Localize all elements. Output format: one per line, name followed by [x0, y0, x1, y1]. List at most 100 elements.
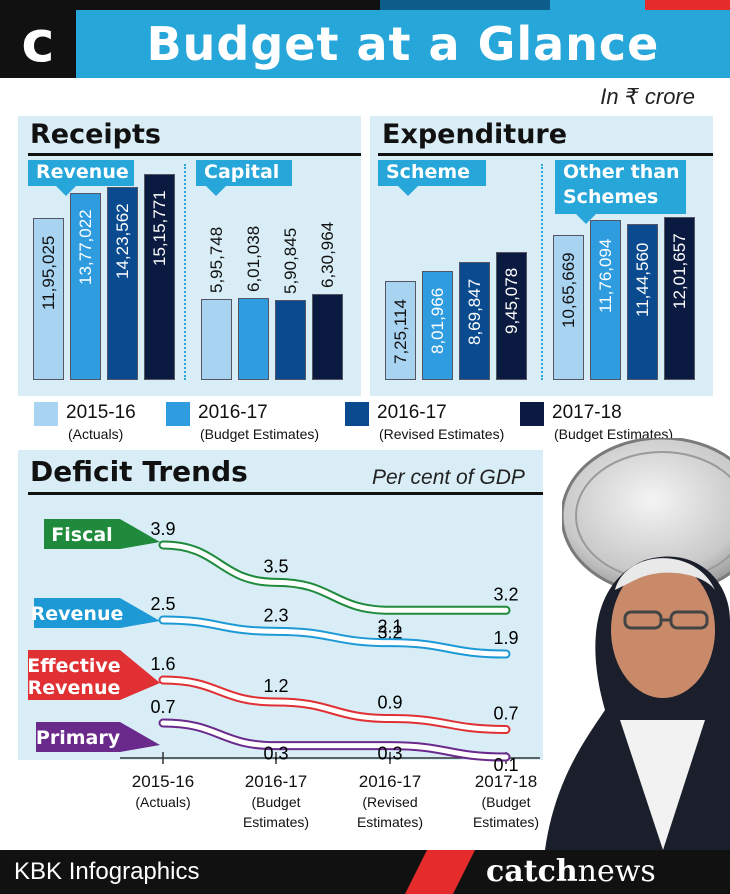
- deficit-x-sub: (Actuals): [135, 794, 191, 810]
- deficit-value-label: 0.3: [263, 744, 288, 764]
- deficit-x-sub: (Budget: [251, 794, 301, 810]
- bar-revenue-3: [144, 174, 175, 380]
- other-schemes-line-2: Schemes: [563, 186, 659, 208]
- bar-capital-1: [238, 298, 269, 380]
- legend-sub-2: (Revised Estimates): [379, 426, 505, 442]
- series-tag-1: [34, 598, 160, 628]
- deficit-value-label: 3.9: [150, 519, 175, 539]
- legend-year-1: 2016-17: [198, 402, 268, 423]
- top-color-strip: [0, 0, 730, 10]
- deficit-value-label: 0.9: [377, 693, 402, 713]
- bar-capital-3: [312, 294, 343, 380]
- deficit-x-year: 2016-17: [244, 772, 308, 791]
- logo-letter: c: [21, 10, 55, 75]
- deficit-line-2: [160, 677, 509, 732]
- finance-minister-photo: [545, 556, 730, 850]
- series-tag-2: [28, 650, 160, 700]
- deficit-value-label: 3.2: [493, 584, 518, 604]
- deficit-x-year: 2015-16: [131, 772, 195, 791]
- deficit-x-sub: (Budget: [481, 794, 531, 810]
- series-tag-label-3: Primary: [36, 727, 121, 749]
- deficit-line-3: [160, 720, 509, 760]
- receipts-underline: [28, 153, 361, 156]
- bar-revenue-2: [107, 186, 138, 380]
- deficit-line-chart: 3.9 3.5 3.2 3.2 Fiscal 2.5 2.3 2.1 1.9 Revenue 1.6…: [27, 519, 540, 775]
- bar-other-than-schemes-0: [553, 235, 584, 380]
- deficit-line-1: [160, 617, 509, 657]
- footer-brand: KBK Infographics: [14, 858, 200, 885]
- series-tag-label-1: Revenue: [31, 603, 124, 625]
- deficit-value-label: 1.6: [150, 654, 175, 674]
- scheme-tab-notch: [398, 186, 418, 196]
- series-tag-label-2: Revenue: [28, 677, 121, 699]
- capital-tab-notch: [206, 186, 226, 196]
- series-tag-3: [36, 722, 160, 752]
- bar-scheme-1: [422, 271, 453, 380]
- expenditure-title: Expenditure: [382, 119, 568, 150]
- legend-swatch-3: [520, 402, 544, 426]
- deficit-x-label-3: 2017-18 (Budget Estimates): [451, 772, 561, 832]
- series-tag-0: [44, 519, 160, 549]
- page-title: Budget at a Glance: [146, 17, 660, 71]
- deficit-x-sub: Estimates): [356, 814, 424, 830]
- deficit-value-label: 0.7: [150, 697, 175, 717]
- deficit-value-label: 0.1: [493, 755, 518, 775]
- bar-revenue-1: [70, 192, 101, 380]
- logo-bold: catch: [486, 854, 578, 889]
- legend-swatch-2: [345, 402, 369, 426]
- other-schemes-tab: Other than Schemes: [555, 160, 686, 214]
- legend-sub-0: (Actuals): [68, 426, 124, 442]
- catchnews-logo: catchnews: [486, 850, 656, 894]
- bar-scheme-2: [459, 261, 490, 380]
- bar-other-than-schemes-1: [590, 220, 621, 380]
- deficit-x-label-1: 2016-17 (Budget Estimates): [221, 772, 331, 832]
- legend-year-2: 2016-17: [377, 402, 447, 423]
- deficit-x-sub: Estimates): [242, 814, 310, 830]
- deficit-value-label: 1.9: [493, 628, 518, 648]
- revenue-tab-notch: [56, 186, 76, 196]
- other-schemes-line-1: Other than: [563, 161, 680, 183]
- scheme-tab: Scheme: [378, 160, 486, 186]
- deficit-x-label-0: 2015-16 (Actuals): [108, 772, 218, 812]
- expenditure-divider: [541, 164, 545, 380]
- deficit-x-sub: (Revised: [362, 794, 418, 810]
- deficit-value-label: 2.3: [263, 605, 288, 625]
- legend-swatch-1: [166, 402, 190, 426]
- bar-capital-2: [275, 299, 306, 380]
- capital-tab: Capital: [196, 160, 292, 186]
- deficit-line-outline-0: [158, 540, 511, 615]
- deficit-value-label: 2.5: [150, 594, 175, 614]
- deficit-line-0: [160, 542, 509, 613]
- logo-light: news: [577, 854, 656, 889]
- deficit-value-label: 3.5: [263, 556, 288, 576]
- bar-other-than-schemes-3: [664, 216, 695, 380]
- footer-red-stripe: [405, 850, 475, 894]
- header-banner: [0, 10, 730, 78]
- deficit-x-label-2: 2016-17 (Revised Estimates): [335, 772, 445, 832]
- legend-year-0: 2015-16: [66, 402, 136, 423]
- unit-label: In ₹ crore: [600, 84, 695, 109]
- deficit-value-label: 0.7: [493, 704, 518, 724]
- deficit-value-label: 0.3: [377, 744, 402, 764]
- legend-swatch-0: [34, 402, 58, 426]
- other-schemes-tab-notch: [576, 214, 596, 224]
- bar-scheme-3: [496, 251, 527, 380]
- catch-logo-icon: [0, 10, 76, 78]
- deficit-unit: Per cent of GDP: [372, 466, 525, 489]
- legend-year-3: 2017-18: [552, 402, 622, 423]
- deficit-underline: [28, 492, 543, 495]
- bar-revenue-0: [33, 217, 64, 380]
- deficit-x-sub: Estimates): [472, 814, 540, 830]
- bar-scheme-0: [385, 281, 416, 380]
- revenue-tab: Revenue: [28, 160, 134, 186]
- bar-capital-0: [201, 299, 232, 380]
- receipts-title: Receipts: [30, 119, 161, 150]
- deficit-value-label: 1.2: [263, 676, 288, 696]
- series-tag-label-0: Fiscal: [51, 524, 112, 546]
- bar-other-than-schemes-2: [627, 224, 658, 380]
- footer-bar: [0, 850, 730, 894]
- deficit-title: Deficit Trends: [30, 455, 248, 488]
- legend-sub-1: (Budget Estimates): [200, 426, 320, 442]
- deficit-value-label: 3.2: [377, 622, 402, 642]
- series-tag-label-2: Effective: [27, 655, 120, 677]
